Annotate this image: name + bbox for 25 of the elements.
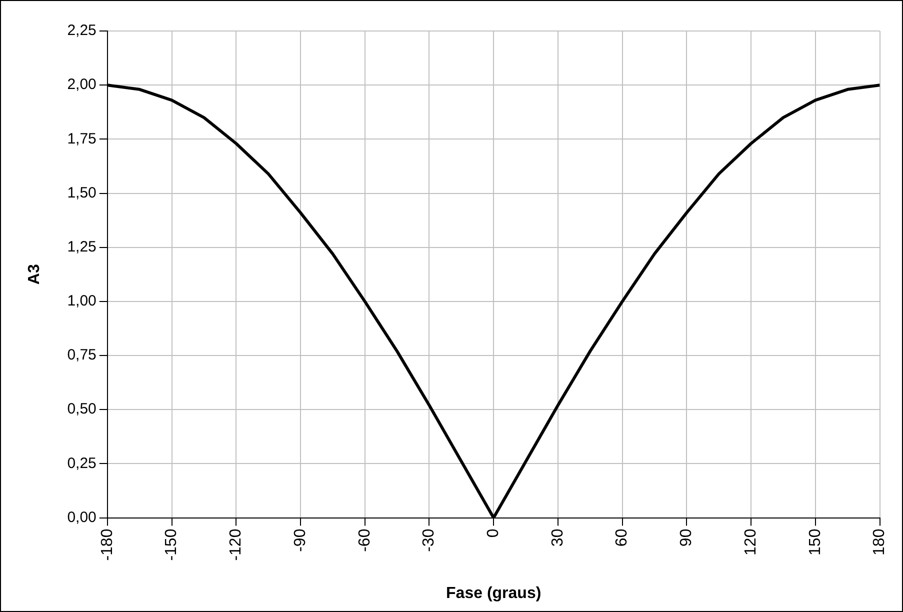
y-tick-label: 2,25 [67, 22, 96, 40]
x-tick-label: 120 [742, 528, 760, 556]
x-tick-label: 30 [549, 528, 566, 547]
x-tick-label: 0 [485, 528, 502, 538]
y-tick-label: 1,50 [67, 184, 96, 202]
y-axis-title: A3 [26, 264, 44, 285]
y-tick-label: 0,00 [67, 508, 96, 526]
x-tick-label: 60 [614, 528, 631, 547]
x-tick-label: 180 [871, 528, 888, 556]
y-tick-label: 0,50 [67, 400, 96, 418]
y-tick-label: 1,25 [67, 238, 96, 256]
y-tick-label: 0,25 [67, 454, 96, 472]
x-axis-title: Fase (graus) [446, 584, 542, 602]
x-tick-label: 150 [806, 528, 824, 556]
y-tick-label: 0,75 [67, 346, 96, 364]
x-tick-label: 90 [678, 528, 696, 547]
y-tick-label: 1,00 [67, 292, 96, 310]
y-tick-label: 2,00 [67, 76, 96, 94]
x-tick-label: -30 [420, 528, 438, 552]
x-tick-label: -180 [98, 528, 116, 561]
x-tick-label: -60 [356, 528, 374, 552]
x-tick-label: -120 [228, 528, 245, 561]
x-tick-label: -90 [292, 528, 309, 552]
x-tick-label: -150 [163, 528, 180, 561]
y-tick-label: 1,75 [67, 130, 96, 148]
